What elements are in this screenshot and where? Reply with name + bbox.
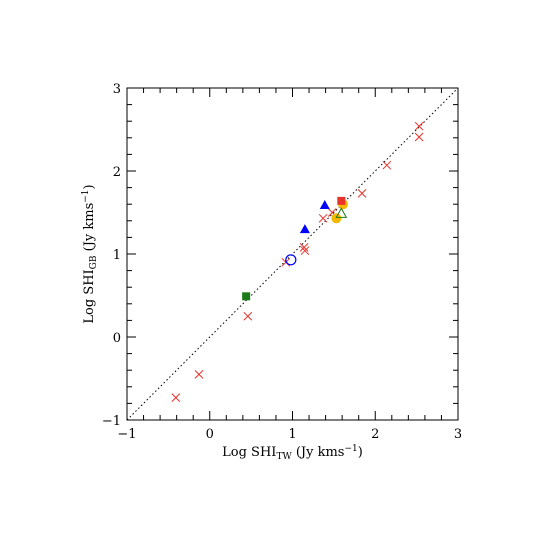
point (243, 311, 253, 321)
cross-arm (414, 121, 424, 131)
label-sub: TW (276, 452, 292, 462)
point (319, 200, 330, 210)
point (414, 121, 424, 131)
label-sup: −1 (81, 189, 91, 202)
y-tick-label: 2 (113, 165, 121, 180)
cross-arm (299, 243, 309, 252)
point (299, 224, 310, 234)
cross-arm (318, 213, 328, 223)
point (285, 254, 297, 266)
x-tick-label: 3 (454, 427, 462, 442)
point (357, 189, 367, 198)
x-tick-label: 2 (371, 427, 379, 442)
cross-arm (327, 208, 337, 217)
cross-arm (243, 311, 253, 321)
cross-arm (382, 160, 392, 170)
point (300, 246, 310, 256)
cross-arm (194, 369, 204, 379)
label-text: Log SHI (82, 269, 97, 323)
point (171, 393, 181, 402)
cross-arm (171, 393, 181, 402)
y-tick-label: 3 (113, 82, 121, 97)
x-tick-label: −1 (117, 427, 136, 442)
y-tick-label: −1 (102, 414, 121, 429)
label-text: (Jy kms (292, 445, 345, 460)
point (337, 196, 346, 205)
point (414, 132, 424, 142)
ylabel: Log SHIGB (Jy kms−1) (81, 184, 99, 323)
point (299, 243, 309, 252)
label-sub: GB (89, 255, 99, 269)
point (382, 160, 392, 170)
point (335, 207, 348, 218)
label-text: ) (82, 184, 97, 189)
identity-line (126, 87, 459, 421)
y-tick-label: 1 (113, 248, 121, 263)
label-sup: −1 (344, 444, 357, 454)
label-text: Log SHI (222, 445, 276, 460)
cross-arm (357, 189, 367, 198)
point (194, 369, 204, 379)
label-text: ) (358, 445, 363, 460)
y-tick-label: 0 (113, 331, 121, 346)
point (318, 213, 328, 223)
x-tick-label: 0 (206, 427, 214, 442)
cross-arm (414, 132, 424, 142)
xlabel: Log SHITW (Jy kms−1) (222, 444, 363, 462)
x-tick-label: 1 (288, 427, 296, 442)
label-text: (Jy kms (82, 203, 97, 256)
point (242, 292, 251, 301)
point (331, 213, 342, 224)
cross-arm (300, 246, 310, 256)
